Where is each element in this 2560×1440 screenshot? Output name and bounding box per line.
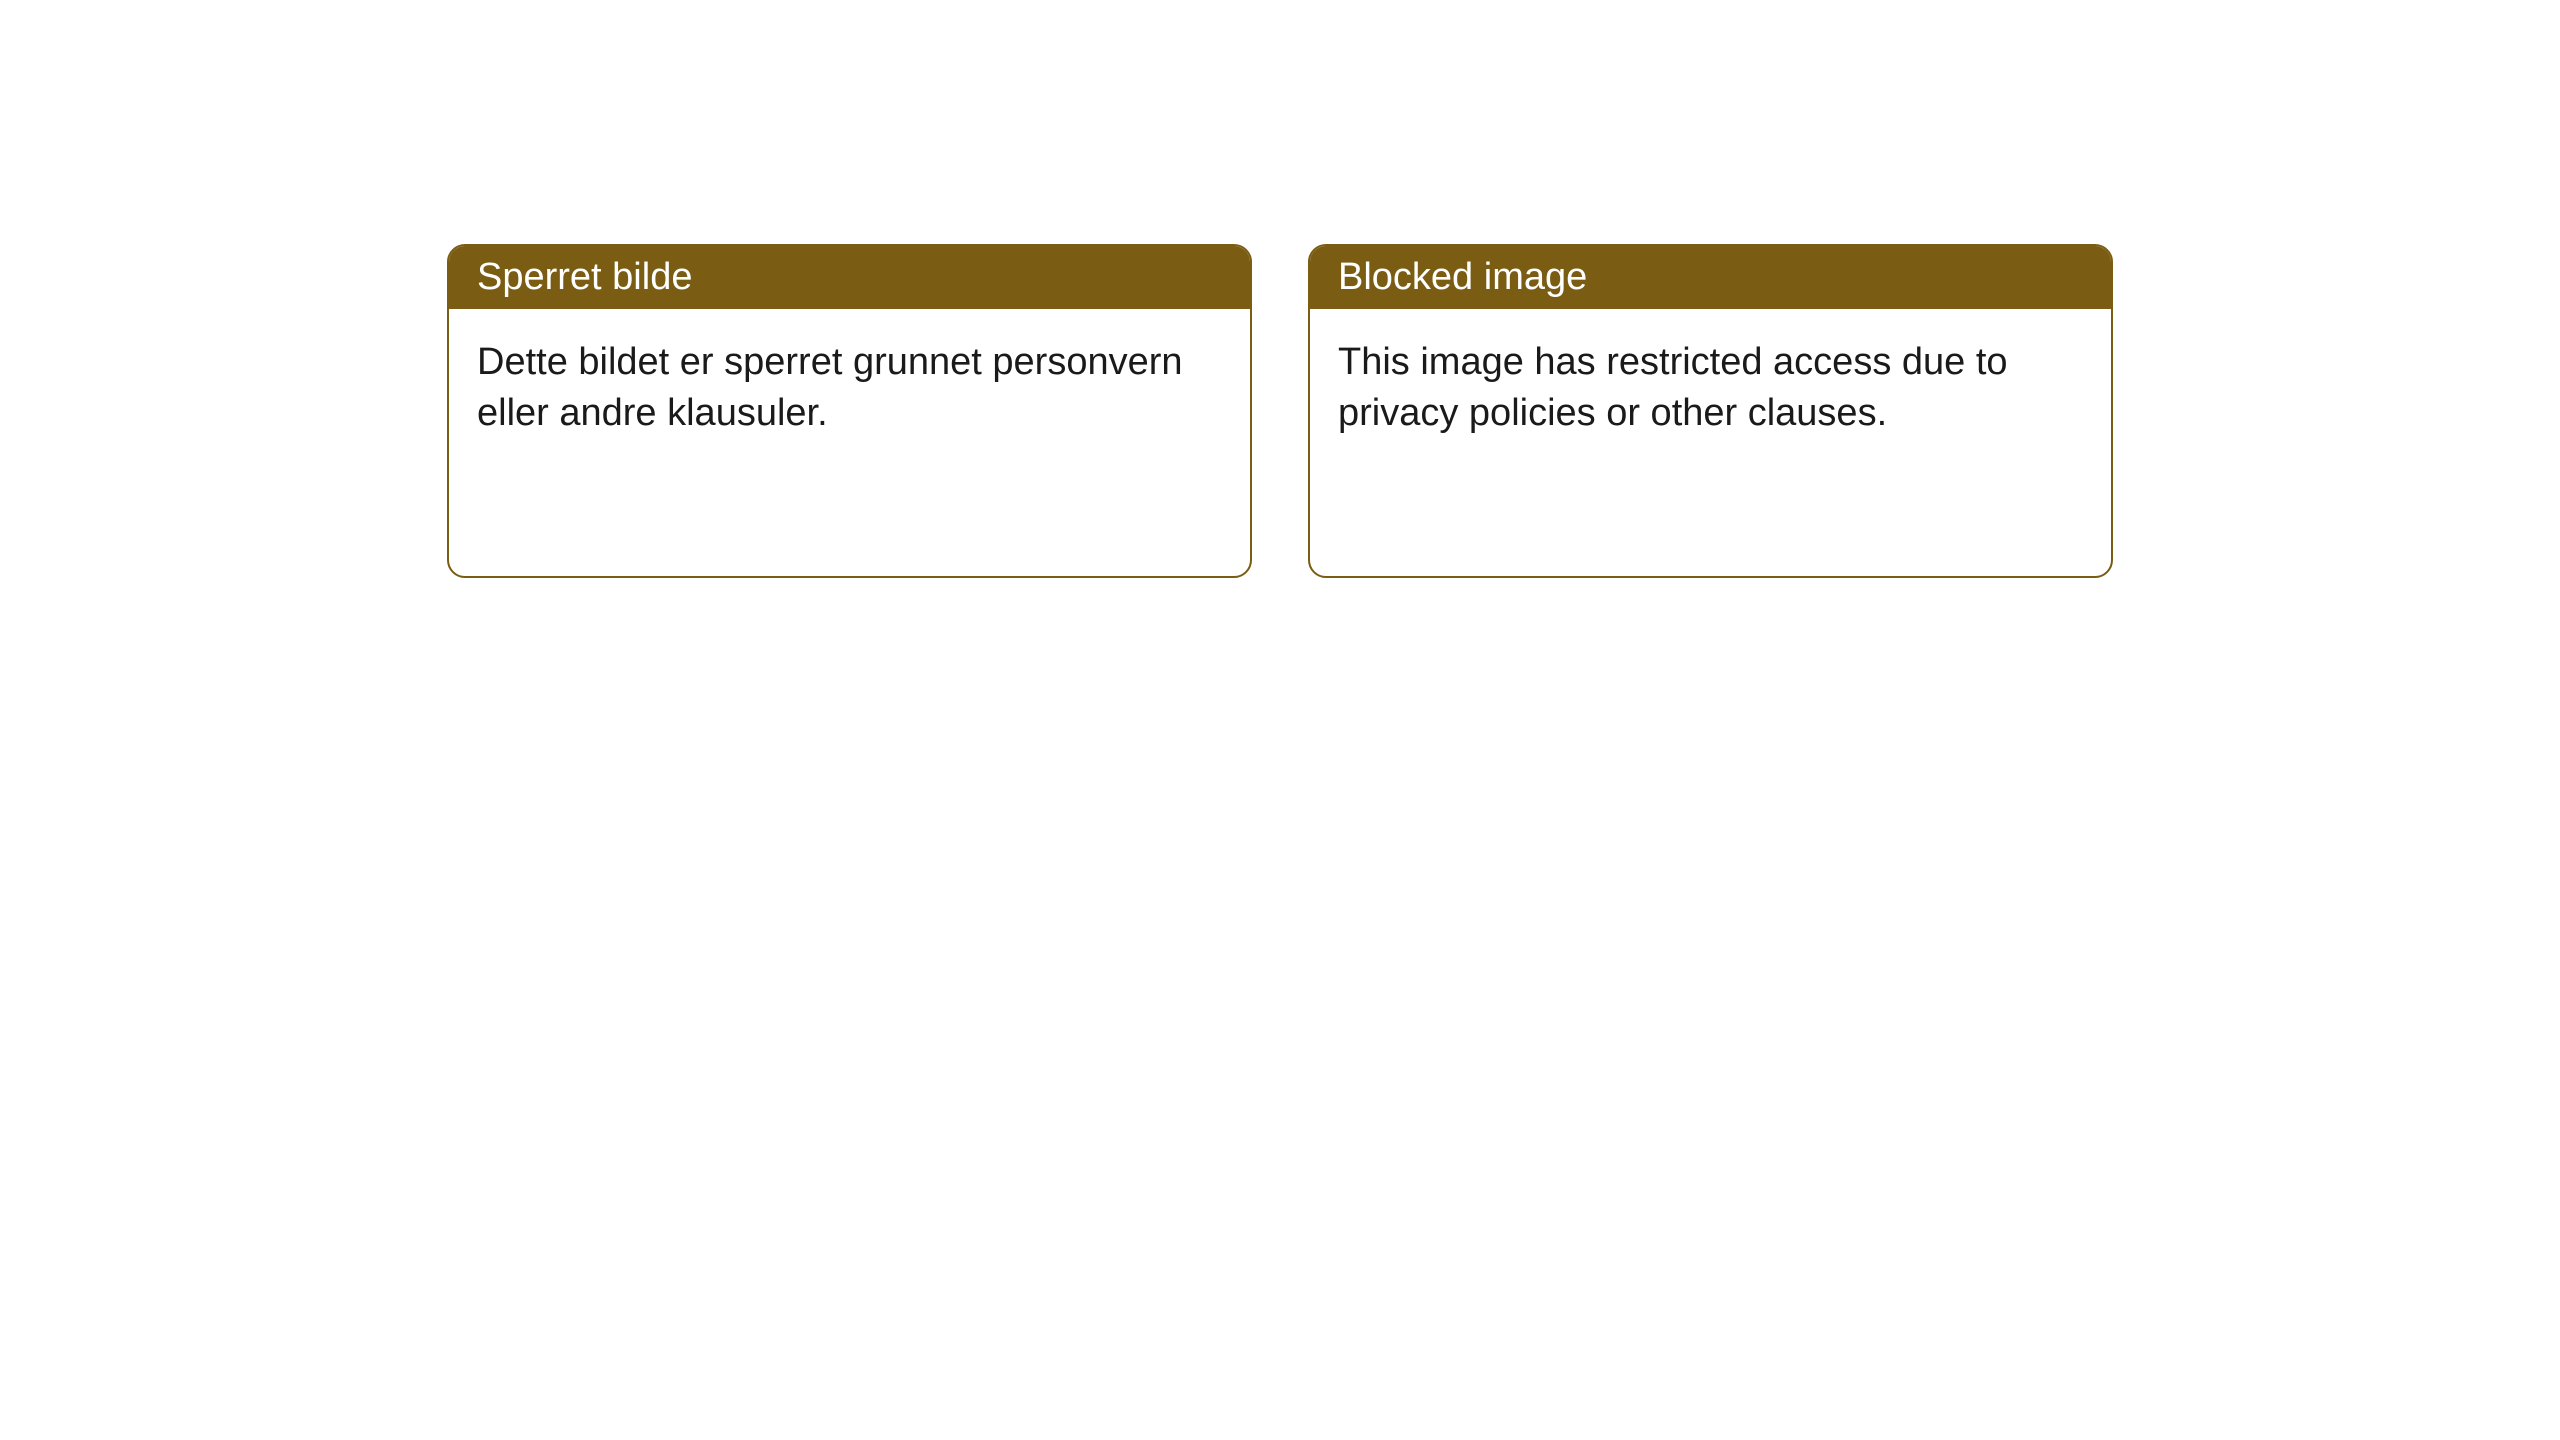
- notice-card-left-title: Sperret bilde: [449, 246, 1250, 309]
- notice-card-left: Sperret bilde Dette bildet er sperret gr…: [447, 244, 1252, 578]
- notice-card-right-title: Blocked image: [1310, 246, 2111, 309]
- notice-card-left-body: Dette bildet er sperret grunnet personve…: [449, 309, 1250, 468]
- notice-card-right-body: This image has restricted access due to …: [1310, 309, 2111, 468]
- notice-container: Sperret bilde Dette bildet er sperret gr…: [0, 0, 2560, 578]
- notice-card-right: Blocked image This image has restricted …: [1308, 244, 2113, 578]
